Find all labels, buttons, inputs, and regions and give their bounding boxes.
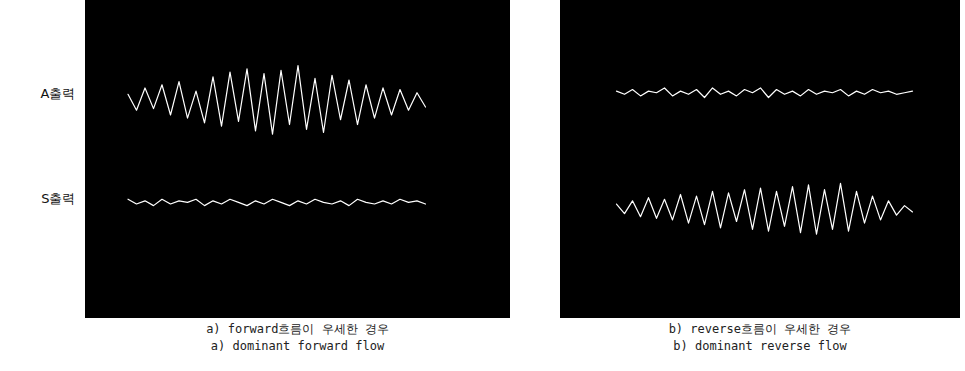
svg-text:A출력: A출력 <box>41 86 76 101</box>
html-text:a) forward흐름이 우세한 경우: a) forward흐름이 우세한 경우 <box>206 322 389 336</box>
html-text:a) dominant forward flow: a) dominant forward flow <box>210 339 385 353</box>
html-text:b) reverse흐름이 우세한 경우: b) reverse흐름이 우세한 경우 <box>668 322 852 336</box>
svg-text:S출력: S출력 <box>41 191 75 206</box>
html-text:b) dominant reverse flow: b) dominant reverse flow <box>673 339 847 353</box>
